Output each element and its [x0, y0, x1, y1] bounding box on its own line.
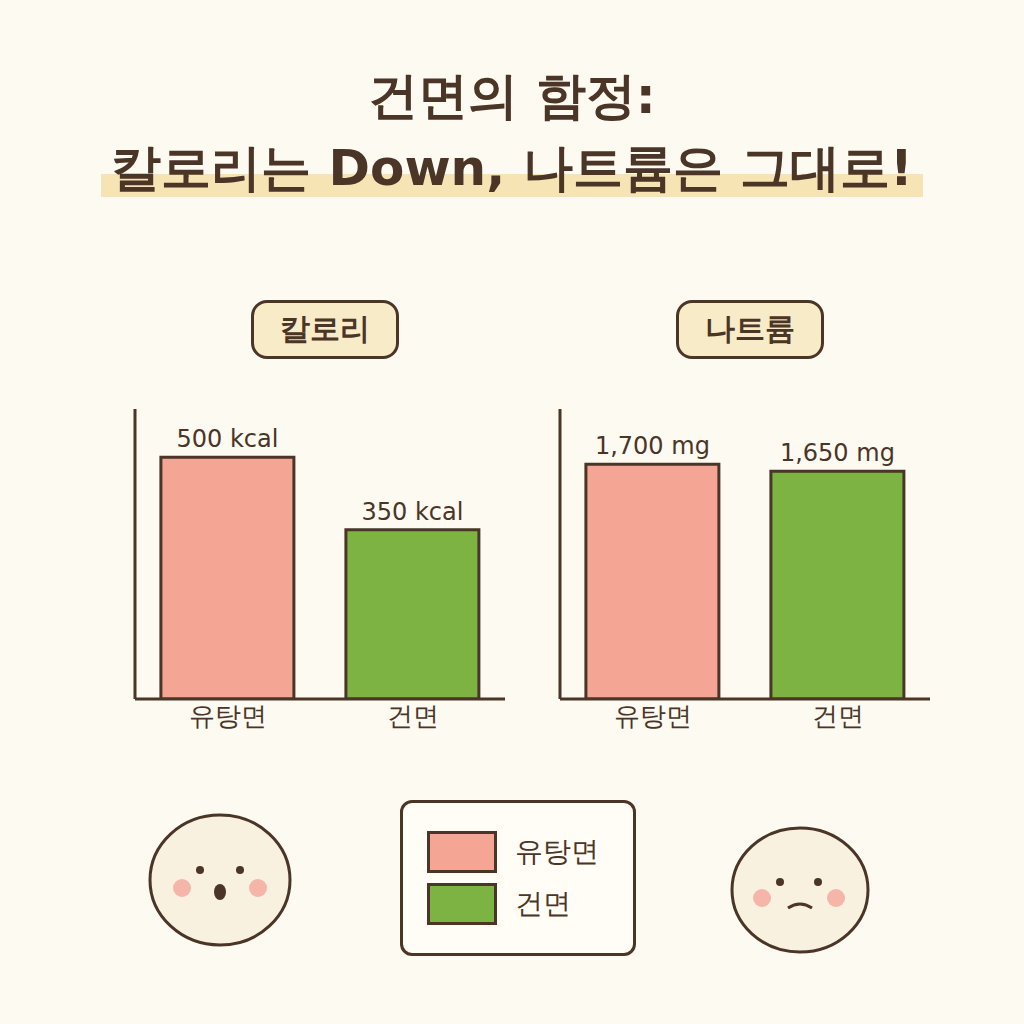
- html-text:건면의 함정:: 건면의 함정:: [368, 67, 656, 125]
- svg-text:350 kcal: 350 kcal: [361, 498, 463, 526]
- svg-text:건면: 건면: [387, 701, 439, 731]
- html-text:칼로리: 칼로리: [280, 311, 370, 346]
- svg-text:1,700 mg: 1,700 mg: [595, 432, 710, 460]
- svg-text:500 kcal: 500 kcal: [176, 425, 278, 453]
- svg-text:유탕면: 유탕면: [614, 701, 692, 731]
- html-text:칼로리는 Down, 나트륨은 그대로!: 칼로리는 Down, 나트륨은 그대로!: [111, 139, 913, 197]
- html-text:건면: 건면: [515, 887, 571, 920]
- html-text:유탕면: 유탕면: [515, 835, 599, 868]
- svg-text:1,650 mg: 1,650 mg: [780, 439, 895, 467]
- svg-text:건면: 건면: [812, 701, 864, 731]
- html-text:나트륨: 나트륨: [705, 311, 795, 346]
- svg-text:유탕면: 유탕면: [189, 701, 267, 731]
